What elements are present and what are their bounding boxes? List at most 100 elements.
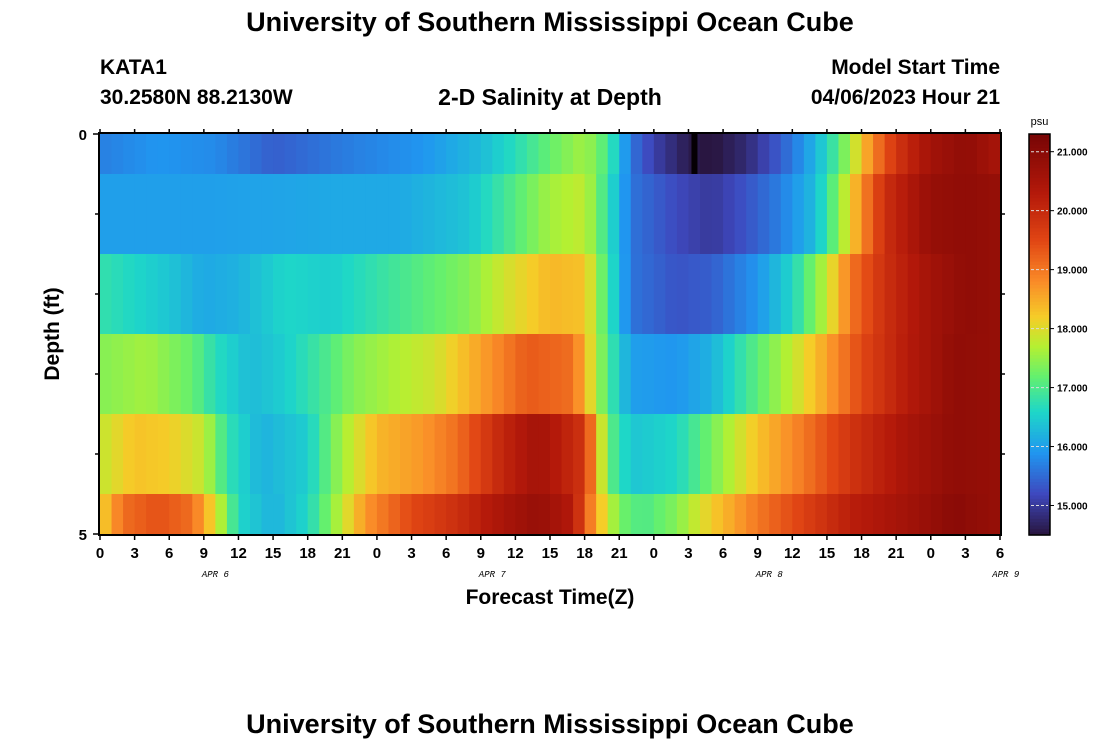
heatmap-cell [434,414,447,495]
model-start-label: Model Start Time [831,56,1000,79]
heatmap-cell [342,334,355,415]
colorbar-swatch [1029,177,1050,182]
heatmap-cell [711,494,724,535]
heatmap-cell [307,254,320,335]
heatmap-cell [492,174,505,255]
heatmap-cell [884,254,897,335]
heatmap-cell [146,334,159,415]
heatmap-cell [411,414,424,495]
colorbar-swatch [1029,381,1050,386]
heatmap-cell [353,174,366,255]
heatmap-cell [503,134,516,175]
heatmap-cell [907,254,920,335]
colorbar-swatch [1029,438,1050,443]
heatmap-cell [757,334,770,415]
colorbar-tick-label: 20.000 [1057,207,1088,218]
colorbar-swatch [1029,498,1050,503]
heatmap-cell [157,134,170,175]
heatmap-cell [123,334,136,415]
colorbar-swatch [1029,524,1050,529]
colorbar-swatch [1029,274,1050,279]
heatmap-cell [250,134,263,175]
heatmap-cell [965,414,978,495]
heatmap-cell [330,334,343,415]
heatmap-cell [492,414,505,495]
heatmap-cell [492,494,505,535]
heatmap-cell [111,134,124,175]
heatmap-cell [157,414,170,495]
heatmap-cell [342,414,355,495]
heatmap-cell [134,414,147,495]
heatmap-cell [630,334,643,415]
heatmap-cell [826,494,840,535]
heatmap-cell [296,254,309,335]
heatmap-cell [434,494,447,535]
heatmap-cell [169,494,182,535]
heatmap-cell [769,414,782,495]
colorbar-swatch [1029,304,1050,309]
heatmap-cell [907,494,920,535]
model-start-value: 04/06/2023 Hour 21 [810,86,1000,109]
heatmap-cell [850,334,863,415]
heatmap-cell [584,414,597,495]
heatmap-cell [330,494,343,535]
heatmap-cell [550,254,563,335]
heatmap-cell [226,494,240,535]
heatmap-cell [146,254,159,335]
colorbar-swatch [1029,137,1050,142]
heatmap-cell [180,494,193,535]
colorbar-swatch [1029,414,1050,419]
heatmap-cell [388,134,401,175]
heatmap-cell [146,134,159,175]
heatmap-cell [988,134,1001,175]
colorbar-swatch [1029,317,1050,322]
heatmap-cell [953,414,966,495]
colorbar-swatch [1029,357,1050,362]
x-tick-label: 21 [334,545,351,562]
heatmap-cell [988,254,1001,335]
heatmap-cell [619,494,632,535]
heatmap-cell [700,134,713,175]
colorbar-swatch [1029,454,1050,459]
heatmap-cell [653,174,666,255]
heatmap-cell [492,254,505,335]
heatmap-cell [365,134,378,175]
heatmap-cell [803,134,816,175]
heatmap-cell [803,254,816,335]
heatmap-cell [296,134,309,175]
colorbar-swatch [1029,344,1050,349]
heatmap-cell [861,174,874,255]
heatmap-cell [353,414,366,495]
x-tick-label: 9 [477,545,485,562]
heatmap-cell [215,174,228,255]
colorbar-swatch [1029,324,1050,329]
heatmap-cell [353,494,366,535]
x-tick-label: 3 [961,545,969,562]
heatmap-cell [261,494,274,535]
colorbar-swatch [1029,247,1050,252]
heatmap-cell [930,414,943,495]
heatmap-cell [757,174,770,255]
heatmap-cell [665,254,678,335]
heatmap-cell [815,134,828,175]
heatmap-cell [780,414,793,495]
y-axis-title: Depth (ft) [41,287,64,380]
heatmap-cell [111,334,124,415]
colorbar-swatch [1029,451,1050,456]
heatmap-cell [226,414,240,495]
colorbar-swatch [1029,518,1050,523]
colorbar-swatch [1029,374,1050,379]
colorbar-swatch [1029,408,1050,412]
heatmap-cell [134,134,147,175]
heatmap-cell [330,414,343,495]
heatmap-cell [734,134,747,175]
heatmap-cell [596,414,609,495]
colorbar-swatch [1029,418,1050,422]
heatmap-cell [746,134,759,175]
heatmap-cell [550,414,563,495]
heatmap-cell [273,254,286,335]
heatmap-cell [792,254,805,335]
heatmap-cell [873,254,886,335]
heatmap-cell [988,414,1001,495]
